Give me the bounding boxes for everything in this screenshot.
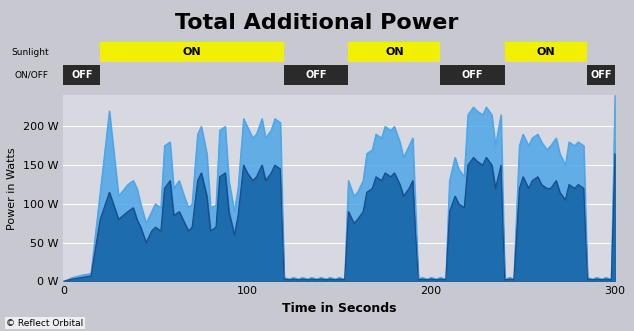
Text: OFF: OFF: [306, 70, 327, 80]
FancyBboxPatch shape: [349, 42, 441, 62]
Y-axis label: Power in Watts: Power in Watts: [8, 147, 17, 230]
Text: OFF: OFF: [71, 70, 93, 80]
Text: Sunlight: Sunlight: [11, 48, 49, 57]
Text: ON: ON: [385, 47, 404, 57]
Text: Total Additional Power: Total Additional Power: [176, 13, 458, 33]
FancyBboxPatch shape: [588, 65, 615, 85]
Text: © Reflect Orbital: © Reflect Orbital: [6, 319, 84, 328]
FancyBboxPatch shape: [441, 65, 505, 85]
Text: ON: ON: [537, 47, 555, 57]
X-axis label: Time in Seconds: Time in Seconds: [282, 302, 396, 315]
Text: OFF: OFF: [462, 70, 483, 80]
FancyBboxPatch shape: [63, 65, 100, 85]
Text: ON/OFF: ON/OFF: [15, 71, 49, 80]
FancyBboxPatch shape: [100, 42, 284, 62]
FancyBboxPatch shape: [505, 42, 588, 62]
Text: OFF: OFF: [590, 70, 612, 80]
FancyBboxPatch shape: [284, 65, 349, 85]
Text: ON: ON: [183, 47, 202, 57]
